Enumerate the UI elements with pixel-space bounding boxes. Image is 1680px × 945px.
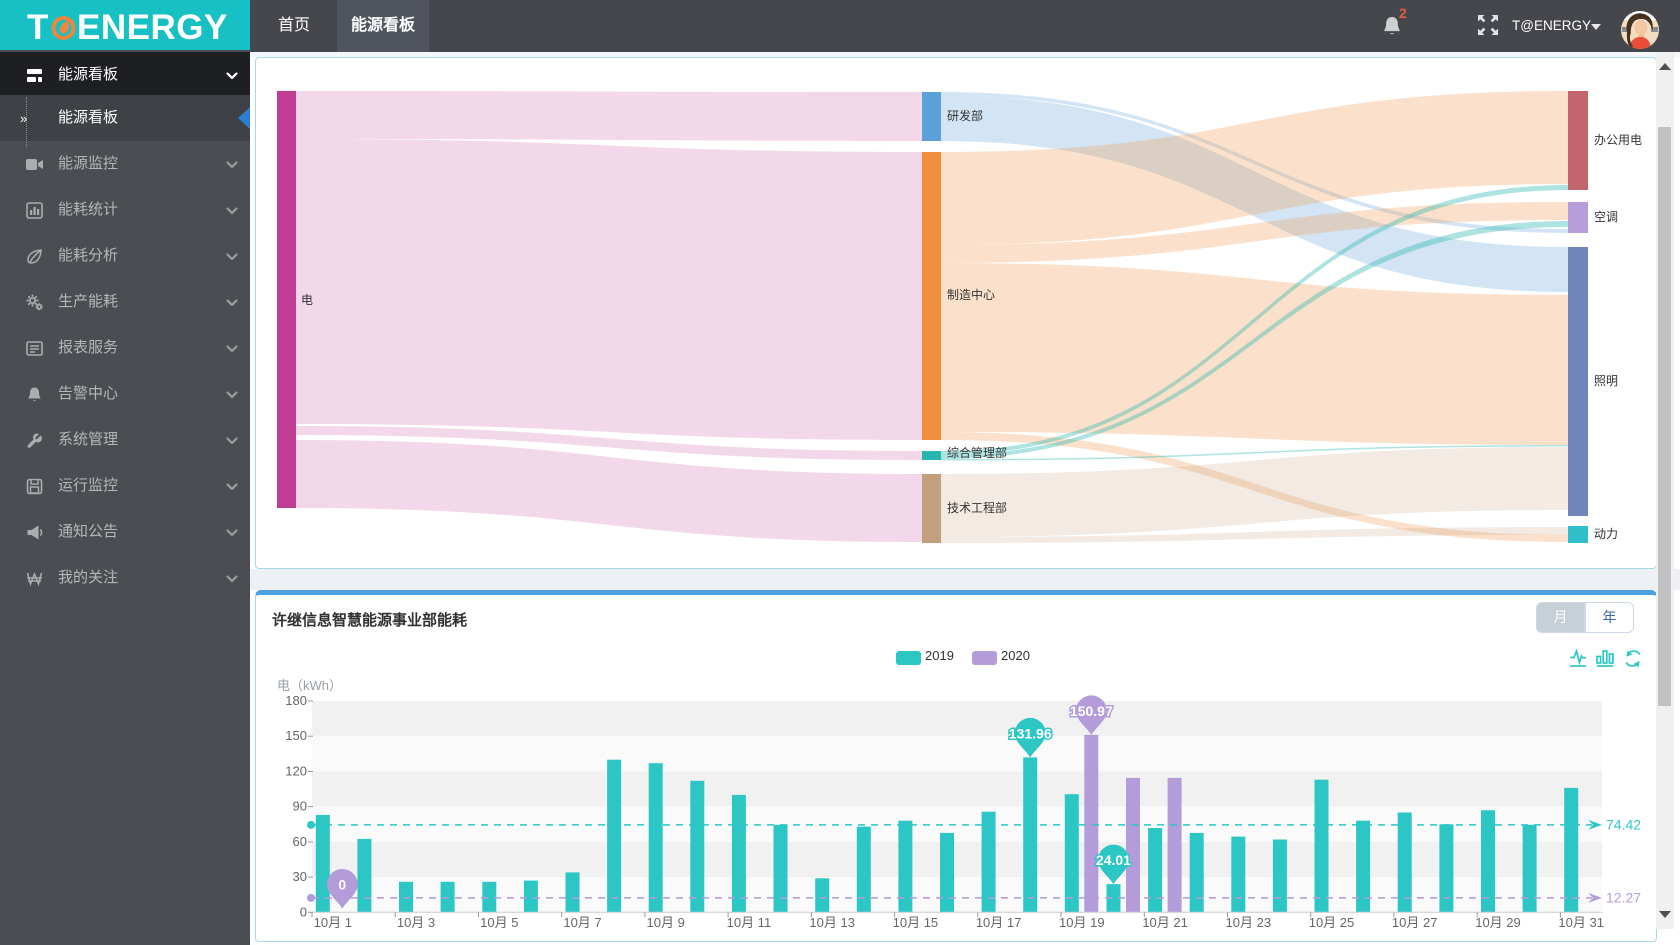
svg-text:10月 25: 10月 25 — [1309, 915, 1355, 930]
svg-text:30: 30 — [293, 869, 307, 884]
svg-text:综合管理部: 综合管理部 — [947, 445, 1007, 460]
svg-text:10月 23: 10月 23 — [1226, 915, 1272, 930]
svg-text:131.96: 131.96 — [1009, 725, 1052, 741]
svg-text:10月 5: 10月 5 — [480, 915, 518, 930]
svg-text:10月 9: 10月 9 — [647, 915, 685, 930]
svg-text:0: 0 — [338, 877, 346, 893]
svg-text:120: 120 — [285, 763, 307, 778]
svg-text:动力: 动力 — [1594, 527, 1618, 541]
svg-text:办公用电: 办公用电 — [1594, 132, 1642, 147]
svg-text:技术工程部: 技术工程部 — [947, 500, 1007, 515]
svg-text:10月 29: 10月 29 — [1475, 915, 1521, 930]
svg-text:10月 13: 10月 13 — [809, 915, 855, 930]
svg-text:12.27: 12.27 — [1606, 889, 1641, 905]
svg-text:60: 60 — [293, 834, 307, 849]
svg-text:10月 17: 10月 17 — [976, 915, 1022, 930]
svg-text:10月 27: 10月 27 — [1392, 915, 1438, 930]
svg-text:10月 19: 10月 19 — [1059, 915, 1105, 930]
svg-text:150: 150 — [285, 728, 307, 743]
svg-text:T: T — [27, 8, 48, 47]
svg-text:10月 1: 10月 1 — [314, 915, 352, 930]
svg-text:照明: 照明 — [1594, 374, 1618, 388]
svg-text:10月 3: 10月 3 — [397, 915, 435, 930]
svg-text:74.42: 74.42 — [1606, 816, 1641, 832]
svg-text:150.97: 150.97 — [1070, 703, 1113, 719]
svg-text:90: 90 — [293, 799, 307, 814]
svg-text:制造中心: 制造中心 — [947, 287, 995, 302]
svg-text:180: 180 — [285, 693, 307, 708]
svg-text:ENERGY: ENERGY — [77, 8, 228, 47]
svg-text:10月 15: 10月 15 — [893, 915, 939, 930]
svg-text:10月 21: 10月 21 — [1142, 915, 1188, 930]
svg-text:0: 0 — [300, 904, 307, 919]
svg-text:研发部: 研发部 — [947, 108, 983, 123]
svg-text:24.01: 24.01 — [1096, 852, 1131, 868]
svg-text:10月 31: 10月 31 — [1558, 915, 1604, 930]
svg-text:电: 电 — [301, 293, 313, 307]
svg-text:10月 7: 10月 7 — [563, 915, 601, 930]
svg-text:空调: 空调 — [1594, 210, 1618, 224]
svg-text:10月 11: 10月 11 — [727, 915, 772, 930]
